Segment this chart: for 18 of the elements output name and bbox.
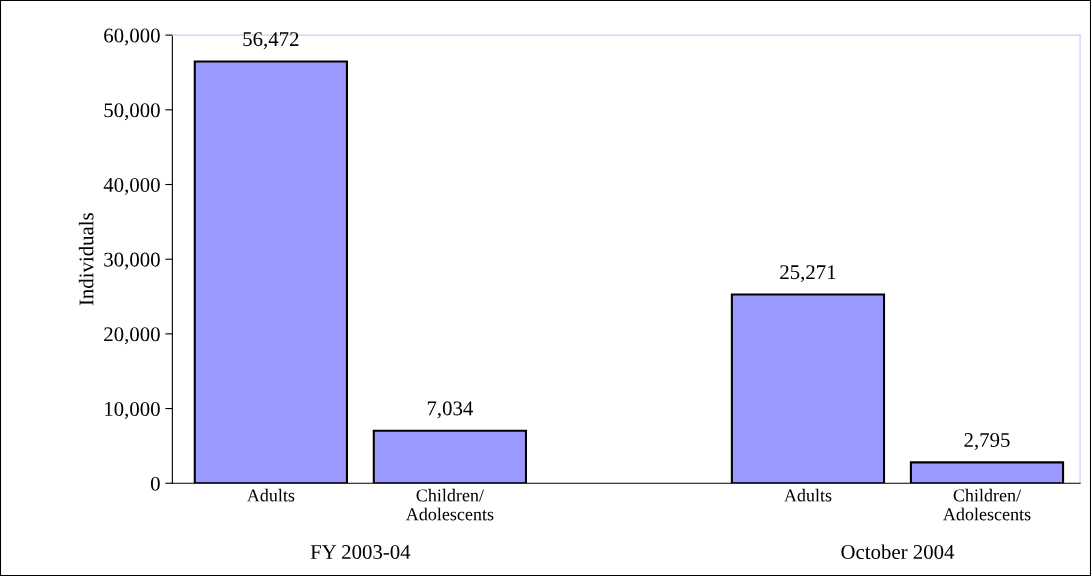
x-tick-label: Adults [784, 488, 832, 502]
x-tick-label: Children/ Adolescents [405, 488, 494, 521]
y-tick-label: 0 [150, 476, 160, 491]
x-tick-label: Adults [246, 488, 295, 502]
text: October 2004 [841, 544, 955, 560]
y-tick-label: 30,000 [104, 252, 160, 270]
y-tick-label: 40,000 [103, 177, 160, 195]
y-tick-label: 50,000 [104, 103, 160, 121]
x-tick-label: Children/ Adolescents [943, 488, 1031, 521]
text: FY 2003-04 [310, 544, 411, 560]
data-label: 56,472 [243, 32, 299, 50]
data-label: 25,271 [780, 265, 836, 283]
y-tick-label: 10,000 [105, 401, 160, 420]
data-label: 7,034 [427, 401, 473, 419]
y-tick-label: 60,000 [104, 28, 160, 46]
data-label: 2,795 [964, 433, 1010, 451]
y-axis-title: Individuals [78, 213, 94, 306]
y-tick-label: 20,000 [104, 327, 160, 345]
